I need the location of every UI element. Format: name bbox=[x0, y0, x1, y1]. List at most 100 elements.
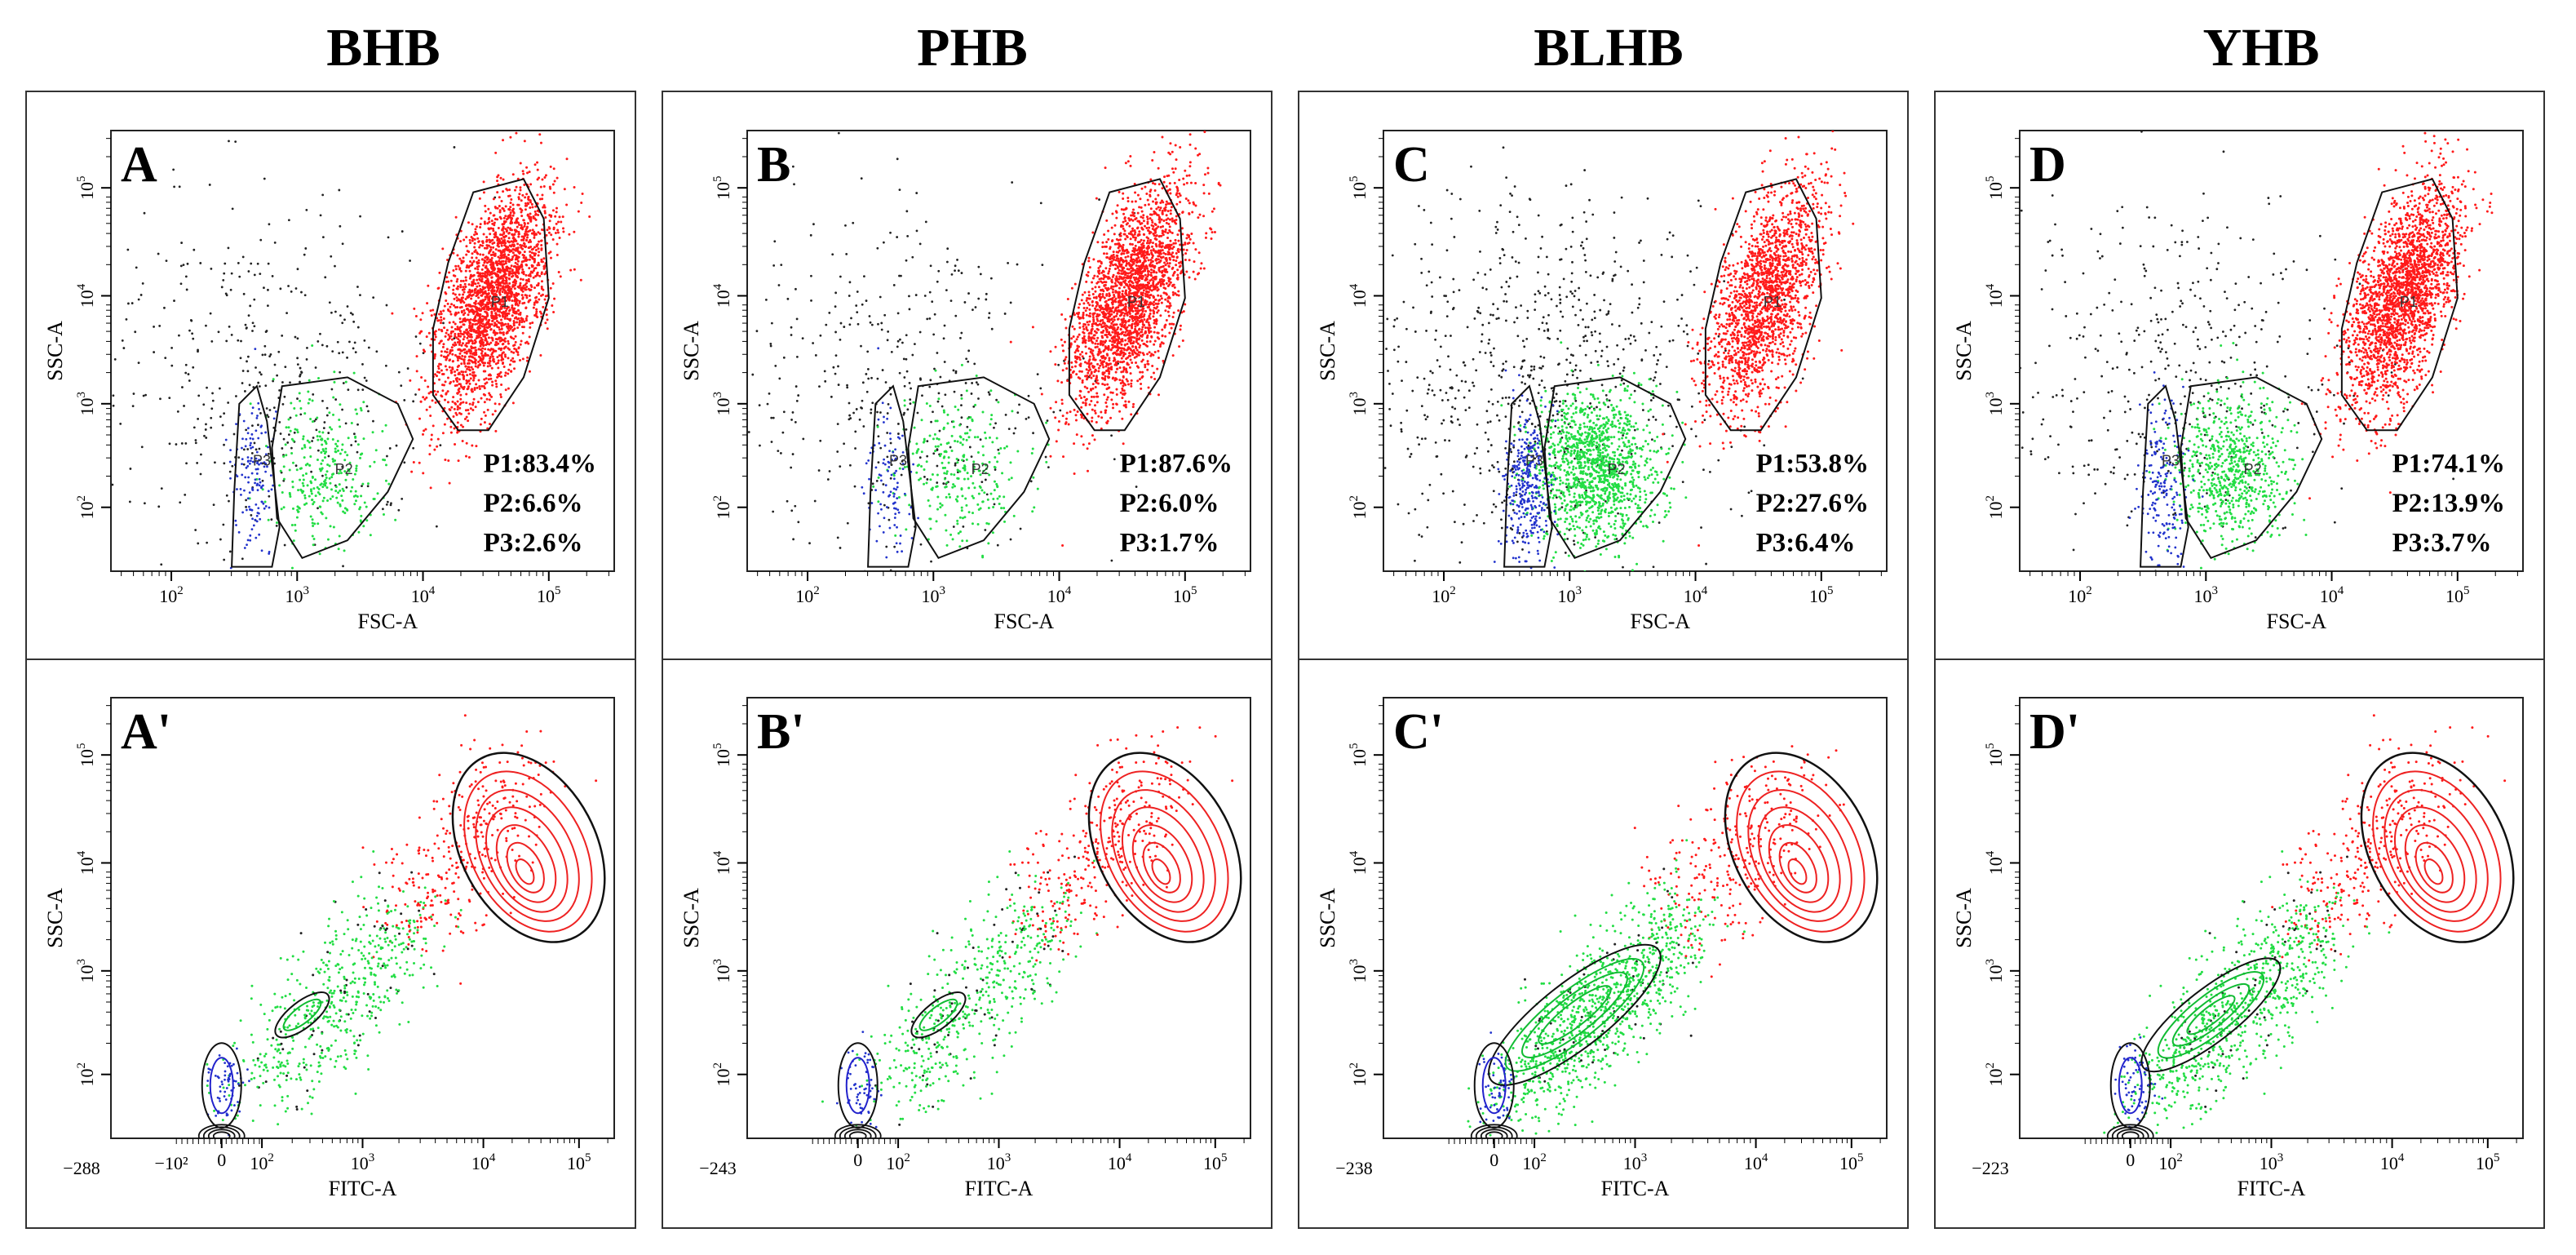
event-dot bbox=[317, 1080, 321, 1083]
event-dot bbox=[865, 373, 868, 375]
event-dot-p2 bbox=[328, 975, 331, 978]
event-dot-p1 bbox=[535, 224, 538, 227]
event-dot-p2 bbox=[361, 482, 365, 486]
event-dot-p1 bbox=[452, 268, 455, 272]
event-dot bbox=[206, 592, 209, 594]
event-dot-p2 bbox=[291, 480, 294, 483]
event-dot-p1 bbox=[510, 245, 513, 248]
event-dot bbox=[279, 956, 282, 960]
event-dot bbox=[698, 507, 701, 509]
event-dot-p1 bbox=[540, 258, 543, 261]
event-dot bbox=[389, 987, 392, 990]
event-dot bbox=[941, 405, 944, 408]
event-dot-p3 bbox=[241, 458, 244, 461]
event-dot bbox=[234, 140, 237, 144]
event-dot bbox=[853, 485, 856, 488]
event-dot bbox=[414, 393, 417, 396]
event-dot bbox=[179, 501, 182, 504]
event-dot bbox=[378, 928, 382, 931]
event-dot bbox=[791, 411, 794, 414]
event-dot bbox=[232, 432, 236, 436]
event-dot-p1 bbox=[526, 356, 529, 359]
event-dot bbox=[131, 302, 134, 304]
x-tick-label: 103 bbox=[351, 1151, 375, 1173]
event-dot-p1 bbox=[494, 410, 497, 413]
event-dot-p3 bbox=[245, 466, 248, 469]
event-dot-p2 bbox=[393, 975, 396, 978]
event-dot-p1 bbox=[493, 360, 496, 363]
event-dot bbox=[797, 521, 800, 524]
event-dot bbox=[466, 861, 469, 864]
event-dot-p1 bbox=[541, 193, 544, 197]
event-dot-p2 bbox=[356, 412, 359, 415]
event-dot bbox=[960, 416, 963, 419]
event-dot bbox=[712, 356, 715, 358]
event-dot-p1 bbox=[548, 227, 551, 230]
event-dot-p1 bbox=[464, 409, 467, 412]
event-dot bbox=[418, 852, 421, 855]
event-dot bbox=[906, 234, 910, 237]
event-dot bbox=[448, 805, 451, 808]
event-dot bbox=[791, 165, 794, 168]
event-dot bbox=[183, 405, 185, 407]
event-dot bbox=[279, 1030, 282, 1033]
event-dot-p1 bbox=[423, 429, 426, 432]
event-dot bbox=[901, 459, 904, 463]
event-dot bbox=[521, 783, 524, 786]
event-dot bbox=[265, 407, 268, 410]
event-dot-p1 bbox=[463, 355, 467, 358]
event-dot-p2 bbox=[341, 499, 344, 502]
event-dot-p2 bbox=[352, 371, 356, 375]
event-dot-p2 bbox=[303, 412, 307, 415]
event-dot-p2 bbox=[384, 463, 387, 467]
event-dot-p1 bbox=[502, 207, 505, 211]
event-dot bbox=[250, 262, 253, 265]
event-dot-p1 bbox=[438, 342, 441, 345]
event-dot bbox=[985, 292, 988, 295]
event-dot bbox=[294, 1025, 298, 1028]
event-dot bbox=[326, 967, 330, 970]
event-dot-p2 bbox=[249, 402, 252, 406]
event-dot-p1 bbox=[467, 366, 471, 369]
event-dot bbox=[278, 388, 281, 392]
event-dot bbox=[291, 955, 294, 958]
event-dot bbox=[365, 379, 368, 382]
event-dot bbox=[452, 782, 455, 785]
event-dot-p1 bbox=[489, 211, 492, 215]
event-dot bbox=[338, 352, 341, 355]
event-dot-p2 bbox=[343, 450, 347, 454]
event-dot-p2 bbox=[325, 476, 328, 479]
event-dot-p2 bbox=[290, 437, 294, 441]
event-dot-p1 bbox=[467, 310, 471, 313]
event-dot-p1 bbox=[529, 289, 532, 292]
event-dot-p1 bbox=[507, 295, 511, 299]
event-dot-p1 bbox=[555, 242, 559, 246]
event-dot-p1 bbox=[462, 370, 465, 374]
event-dot bbox=[529, 761, 533, 765]
event-dot bbox=[445, 832, 448, 836]
event-dot-p1 bbox=[479, 423, 482, 426]
event-dot-p2 bbox=[335, 445, 339, 448]
event-dot bbox=[412, 884, 415, 887]
event-dot-p2 bbox=[309, 455, 312, 458]
event-dot-p2 bbox=[285, 454, 288, 457]
event-dot bbox=[846, 386, 849, 389]
event-dot-p1 bbox=[446, 353, 449, 357]
event-dot-p1 bbox=[517, 313, 520, 316]
event-dot-p1 bbox=[468, 335, 471, 339]
event-dot-p1 bbox=[444, 365, 447, 368]
event-dot-p1 bbox=[540, 285, 543, 288]
event-dot bbox=[129, 468, 132, 470]
event-dot-p1 bbox=[473, 388, 476, 391]
event-dot-p1 bbox=[444, 398, 447, 401]
event-dot-p1 bbox=[573, 186, 576, 189]
event-dot-p1 bbox=[447, 333, 450, 336]
event-dot-p2 bbox=[411, 973, 414, 977]
event-dot-p1 bbox=[529, 326, 532, 329]
event-dot-p3 bbox=[223, 1095, 226, 1098]
event-dot-p1 bbox=[476, 260, 479, 264]
event-dot bbox=[119, 422, 122, 425]
event-dot-p2 bbox=[383, 938, 387, 941]
event-dot bbox=[449, 913, 453, 916]
